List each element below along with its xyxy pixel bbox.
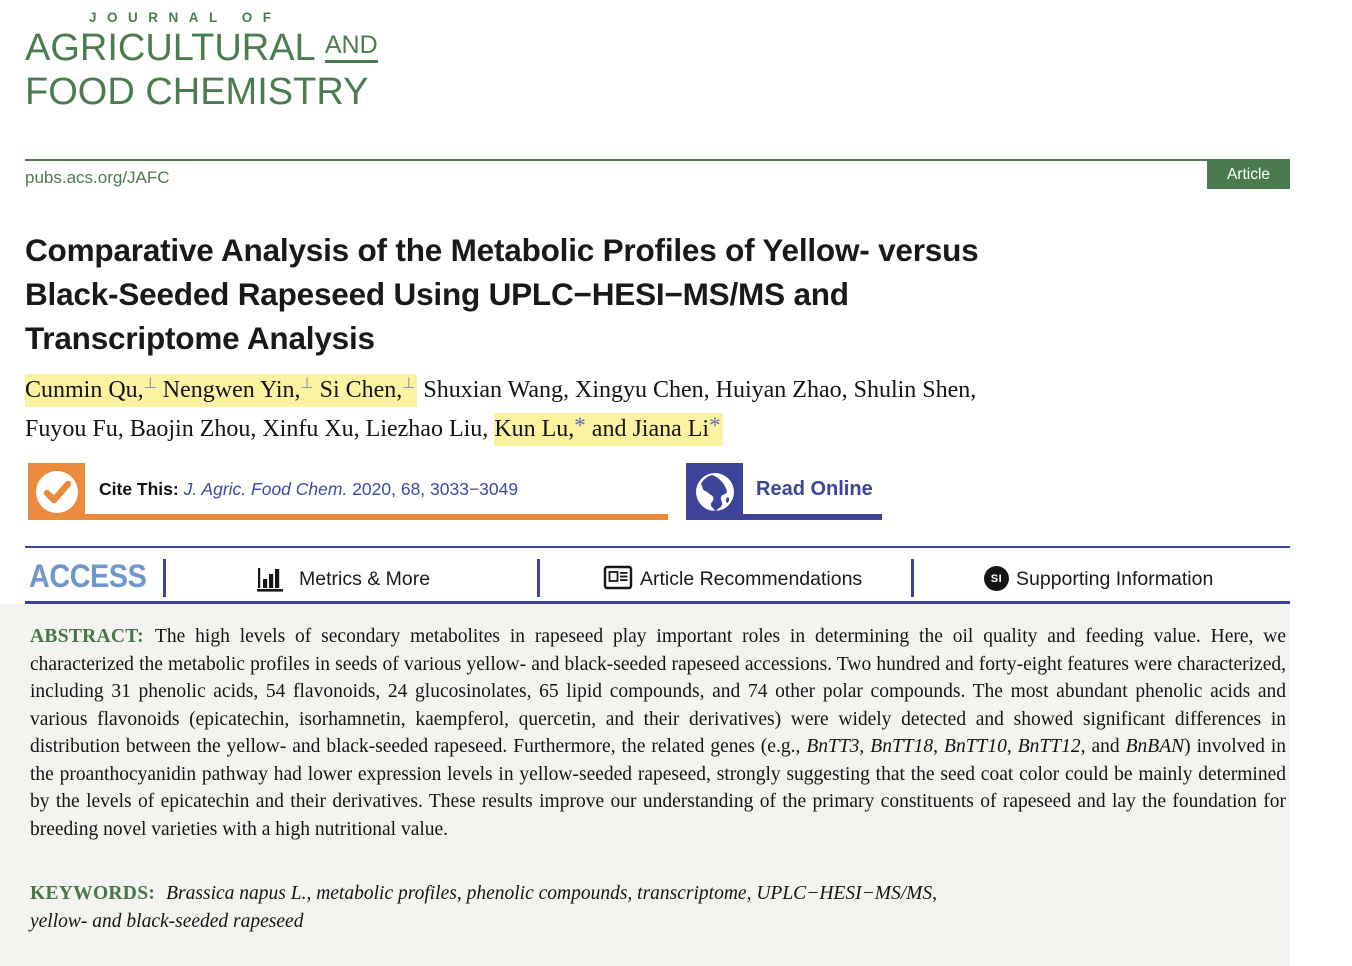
abstract-text-segment: ) involved in the proanthocyanidin pathw… (30, 736, 1287, 840)
abstract-paragraph: ABSTRACT: The high levels of secondary me… (30, 623, 1286, 843)
article-title: Comparative Analysis of the Metabolic Pr… (25, 228, 979, 360)
supporting-information-icon: SI (984, 566, 1009, 591)
citation[interactable]: Cite This: J. Agric. Food Chem. 2020, 68… (99, 479, 518, 500)
article-type-badge: Article (1207, 161, 1290, 189)
keywords-paragraph: KEYWORDS: Brassica napus L., metabolic pr… (30, 880, 1130, 936)
affiliation-mark[interactable]: ⊥ (300, 376, 314, 392)
journal-abbrev: J. Agric. Food Chem. (183, 479, 348, 499)
journal-name-line2: FOOD CHEMISTRY (25, 71, 369, 113)
gene-name: BnTT3 (806, 736, 860, 757)
read-online-underline (686, 514, 882, 520)
affiliation-mark[interactable]: ⊥ (143, 376, 157, 392)
author-line-2: Fuyou Fu, Baojin Zhou, Xinfu Xu, Liezhao… (25, 408, 976, 447)
abstract-text-segment: , (933, 736, 945, 757)
author: Cunmin Qu, (25, 377, 144, 403)
bar-chart-icon (257, 565, 285, 598)
journal-name-main: AGRICULTURAL (25, 27, 315, 69)
newspaper-icon (603, 565, 635, 598)
access-link[interactable]: ACCESS (29, 558, 147, 594)
abstract-section: ABSTRACT: The high levels of secondary me… (0, 604, 1290, 966)
gene-name: BnTT10 (944, 736, 1007, 757)
abstract-text-segment: , (1006, 736, 1018, 757)
journal-name-line1: AGRICULTURAL AND (25, 28, 378, 69)
divider (163, 559, 166, 597)
authors-plain: Shuxian Wang, Xingyu Chen, Huiyan Zhao, … (417, 377, 977, 403)
gene-name: BnTT18 (870, 736, 934, 757)
citation-volume-pages: 2020, 68, 3033−3049 (347, 479, 519, 499)
author-line-1: Cunmin Qu,⊥ Nengwen Yin,⊥ Si Chen,⊥ Shux… (25, 366, 976, 408)
keywords-label: KEYWORDS: (30, 883, 156, 904)
citation-reference[interactable]: J. Agric. Food Chem. 2020, 68, 3033−3049 (184, 479, 519, 499)
cite-this-underline (28, 514, 668, 520)
divider (537, 559, 540, 597)
title-line: Comparative Analysis of the Metabolic Pr… (25, 232, 979, 268)
journal-logo[interactable]: JOURNAL OF AGRICULTURAL AND FOOD CHEMIST… (25, 10, 378, 113)
check-icon (28, 463, 85, 520)
header-rule (25, 159, 1290, 161)
journal-name-and: AND (324, 31, 378, 63)
supporting-information-link[interactable]: Supporting Information (1016, 568, 1214, 590)
globe-icon[interactable] (686, 463, 743, 520)
abstract-text-segment: , (859, 736, 871, 757)
keywords-line: yellow- and black-seeded rapeseed (30, 911, 304, 932)
abstract-label: ABSTRACT: (30, 626, 144, 647)
author: and Jiana Li (585, 416, 710, 442)
abstract-text-segment: , and (1080, 736, 1126, 757)
author: Si Chen, (313, 377, 403, 403)
corresponding-author-mark[interactable]: * (709, 413, 721, 438)
author: Nengwen Yin, (156, 377, 301, 403)
gene-name: BnTT12 (1017, 736, 1081, 757)
cite-this-label: Cite This: (99, 479, 179, 499)
highlighted-authors: Cunmin Qu,⊥ Nengwen Yin,⊥ Si Chen,⊥ (25, 374, 418, 407)
read-online-button[interactable]: Read Online (756, 478, 873, 500)
metrics-and-more-link[interactable]: Metrics & More (299, 568, 431, 590)
affiliation-mark[interactable]: ⊥ (402, 376, 416, 392)
keywords-line: Brassica napus L., metabolic profiles, p… (166, 883, 938, 904)
author: Kun Lu, (494, 416, 575, 442)
gene-name: BnBAN (1125, 736, 1185, 757)
authors-plain: Fuyou Fu, Baojin Zhou, Xinfu Xu, Liezhao… (25, 416, 495, 442)
author-list: Cunmin Qu,⊥ Nengwen Yin,⊥ Si Chen,⊥ Shux… (25, 366, 976, 447)
access-bar-bottom-rule (25, 601, 1290, 604)
title-line: Black-Seeded Rapeseed Using UPLC−HESI−MS… (25, 276, 849, 312)
access-bar-top-rule (25, 546, 1290, 548)
highlighted-authors: Kun Lu,* and Jiana Li* (494, 413, 723, 446)
divider (911, 559, 914, 597)
title-line: Transcriptome Analysis (25, 320, 375, 356)
journal-url-link[interactable]: pubs.acs.org/JAFC (25, 168, 170, 187)
journal-kicker: JOURNAL OF (89, 10, 282, 25)
abstract-text-segment: The high levels of secondary metabolites… (30, 626, 1286, 757)
corresponding-author-mark[interactable]: * (574, 413, 586, 438)
article-recommendations-link[interactable]: Article Recommendations (640, 568, 863, 590)
